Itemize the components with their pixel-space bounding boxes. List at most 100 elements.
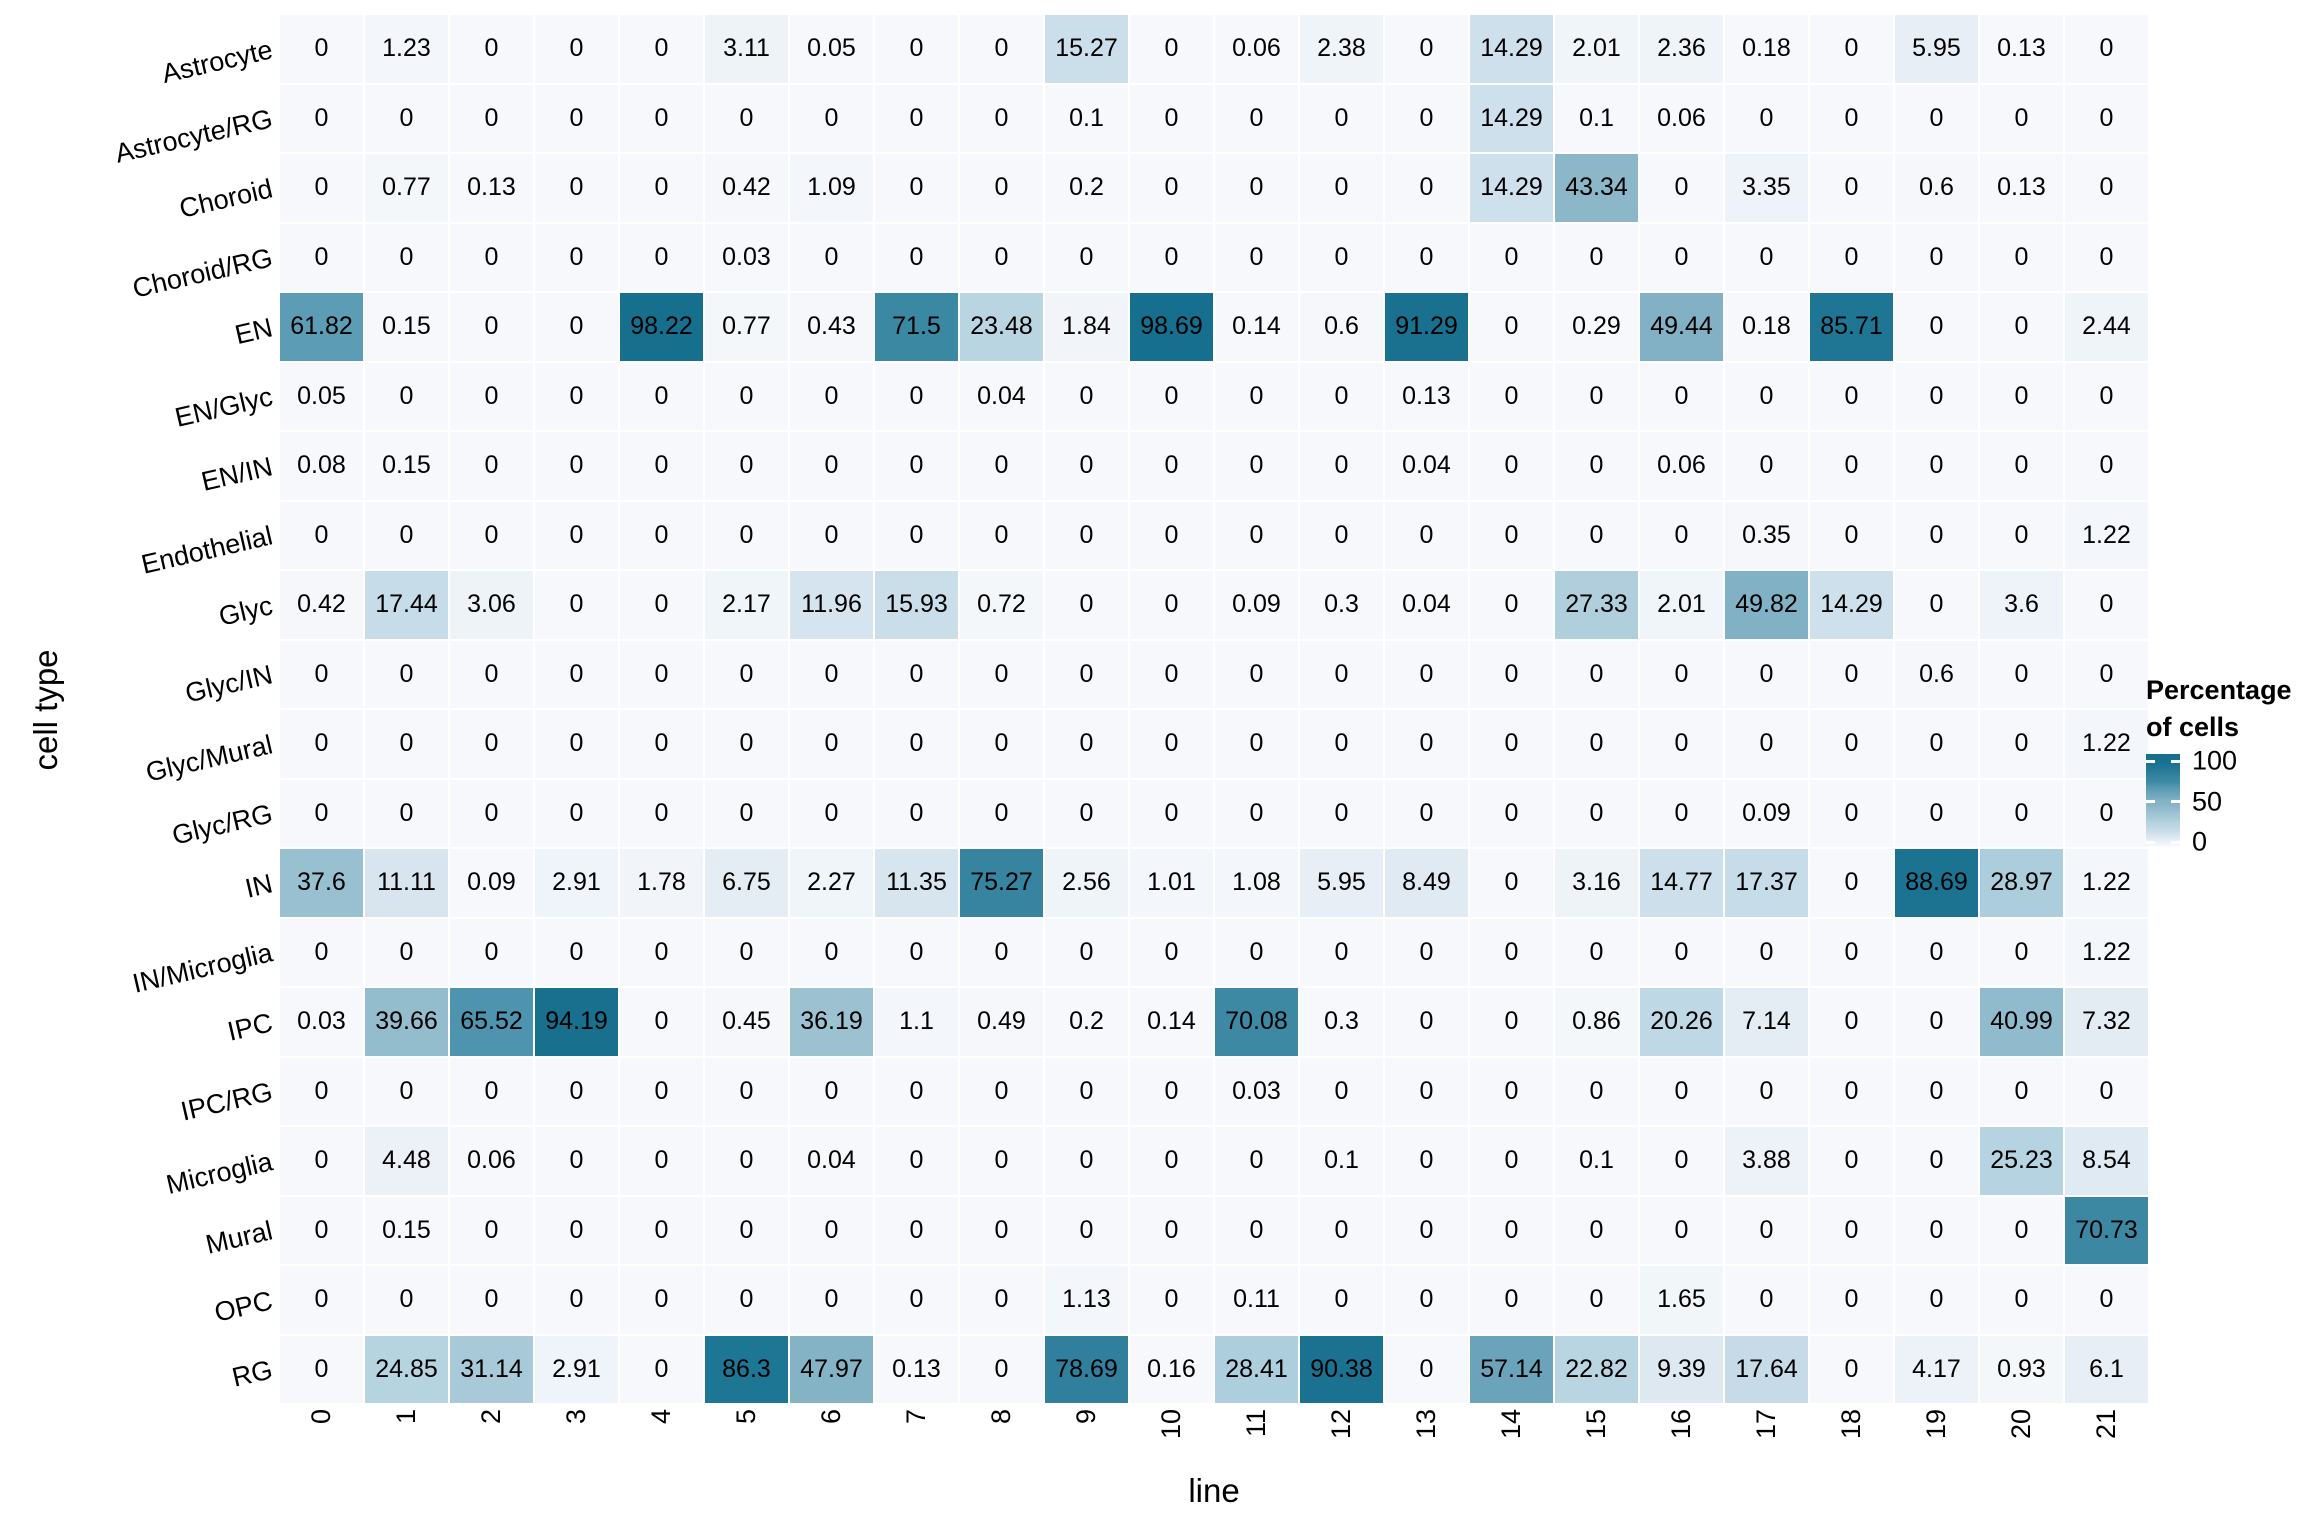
heatmap-cell: 0	[705, 84, 788, 152]
heatmap-cell: 0	[1980, 1196, 2063, 1264]
heatmap-cell: 0	[1045, 918, 1128, 986]
heatmap-cell: 1.13	[1045, 1266, 1128, 1334]
x-axis-label: 6	[816, 1409, 846, 1425]
heatmap-cell: 0	[1980, 640, 2063, 708]
heatmap-cell: 5.95	[1895, 15, 1978, 83]
heatmap-cell: 0	[790, 362, 873, 430]
heatmap-cell: 8.54	[2065, 1127, 2148, 1195]
heatmap-cell: 0	[705, 640, 788, 708]
heatmap-cell: 0	[1215, 1196, 1298, 1264]
heatmap-cell: 65.52	[450, 988, 533, 1056]
heatmap-cell: 0	[1300, 779, 1383, 847]
heatmap-cell: 0	[535, 640, 618, 708]
heatmap-cell: 0	[620, 223, 703, 291]
heatmap-cell: 0	[1555, 779, 1638, 847]
heatmap-cell: 0.15	[365, 1196, 448, 1264]
heatmap-cell: 0	[535, 223, 618, 291]
heatmap-cell: 0	[1300, 1057, 1383, 1125]
heatmap-cell: 0	[705, 1057, 788, 1125]
heatmap-cell: 0	[790, 432, 873, 500]
heatmap-cell: 0	[1640, 223, 1723, 291]
heatmap-cell: 0	[960, 84, 1043, 152]
heatmap-cell: 0	[620, 571, 703, 639]
heatmap-cell: 0	[875, 15, 958, 83]
heatmap-cell: 0	[535, 362, 618, 430]
heatmap-cell: 36.19	[790, 988, 873, 1056]
heatmap-cell: 4.48	[365, 1127, 448, 1195]
heatmap-cell: 0	[535, 1266, 618, 1334]
heatmap-cell: 0	[1385, 640, 1468, 708]
heatmap-cell: 0	[1725, 1057, 1808, 1125]
heatmap-cell: 2.91	[535, 1335, 618, 1403]
heatmap-cell: 0	[1470, 1057, 1553, 1125]
heatmap-cell: 0	[1470, 1196, 1553, 1264]
heatmap-cell: 0	[1130, 918, 1213, 986]
heatmap-cell: 0	[280, 1266, 363, 1334]
heatmap-cell: 0	[1130, 15, 1213, 83]
heatmap-cell: 0	[1810, 1057, 1893, 1125]
heatmap-cell: 1.22	[2065, 849, 2148, 917]
heatmap-cell: 0	[1555, 501, 1638, 569]
heatmap-cell: 0	[1300, 501, 1383, 569]
heatmap-cell: 0	[1130, 1196, 1213, 1264]
heatmap-cell: 0	[790, 1266, 873, 1334]
heatmap-cell: 0	[1385, 1057, 1468, 1125]
heatmap-cell: 0	[1810, 849, 1893, 917]
heatmap-cell: 0	[1980, 1266, 2063, 1334]
heatmap-cell: 0	[620, 84, 703, 152]
heatmap-cell: 0	[2065, 1057, 2148, 1125]
x-axis-label: 9	[1071, 1409, 1101, 1425]
heatmap-cell: 7.32	[2065, 988, 2148, 1056]
heatmap-cell: 14.29	[1470, 15, 1553, 83]
heatmap-cell: 25.23	[1980, 1127, 2063, 1195]
heatmap-cell: 0	[1725, 1266, 1808, 1334]
heatmap-cell: 0	[960, 1196, 1043, 1264]
heatmap-cell: 0	[450, 1196, 533, 1264]
heatmap-cell: 0	[960, 223, 1043, 291]
heatmap-cell: 2.44	[2065, 293, 2148, 361]
heatmap-cell: 0	[535, 1127, 618, 1195]
heatmap-cell: 0	[1980, 223, 2063, 291]
heatmap-cell: 0	[365, 1057, 448, 1125]
heatmap-cell: 0	[1130, 571, 1213, 639]
heatmap-cell: 0	[1895, 710, 1978, 778]
heatmap-cell: 15.93	[875, 571, 958, 639]
heatmap-cell: 0	[1895, 571, 1978, 639]
heatmap-cell: 0.13	[450, 154, 533, 222]
heatmap-cell: 0	[1895, 1196, 1978, 1264]
heatmap-cell: 75.27	[960, 849, 1043, 917]
heatmap-cell: 0	[365, 362, 448, 430]
heatmap-cell: 0	[620, 1196, 703, 1264]
heatmap-cell: 0	[1300, 84, 1383, 152]
heatmap-cell: 3.6	[1980, 571, 2063, 639]
legend-title-line-2: of cells	[2146, 712, 2240, 742]
heatmap-cell: 6.75	[705, 849, 788, 917]
legend: Percentage of cells 100 50 0	[2146, 672, 2292, 855]
heatmap-cell: 70.08	[1215, 988, 1298, 1056]
heatmap-cell: 0.06	[1640, 432, 1723, 500]
heatmap-cell: 0.06	[1640, 84, 1723, 152]
heatmap-cell: 0	[1385, 15, 1468, 83]
heatmap-cell: 0.42	[280, 571, 363, 639]
heatmap-cell: 0	[1895, 918, 1978, 986]
heatmap-cell: 0	[1045, 779, 1128, 847]
heatmap-cell: 0.05	[280, 362, 363, 430]
heatmap-cell: 0	[535, 918, 618, 986]
heatmap-cell: 0	[1385, 1335, 1468, 1403]
heatmap-cell: 0	[1895, 988, 1978, 1056]
x-axis-label: 3	[561, 1409, 591, 1425]
heatmap-cell: 0	[875, 779, 958, 847]
heatmap-cell: 0.13	[875, 1335, 958, 1403]
heatmap-cell: 0	[280, 15, 363, 83]
heatmap-cell: 0	[365, 501, 448, 569]
heatmap-cell: 0	[1470, 571, 1553, 639]
heatmap-cell: 0	[450, 84, 533, 152]
heatmap-cell: 0	[1555, 640, 1638, 708]
heatmap-cell: 0	[535, 15, 618, 83]
heatmap-cell: 0.93	[1980, 1335, 2063, 1403]
heatmap-cell: 0	[1810, 1335, 1893, 1403]
heatmap-cell: 0.1	[1300, 1127, 1383, 1195]
heatmap-cell: 0	[1640, 640, 1723, 708]
heatmap-cell: 0.06	[1215, 15, 1298, 83]
heatmap-cell: 0	[1300, 640, 1383, 708]
